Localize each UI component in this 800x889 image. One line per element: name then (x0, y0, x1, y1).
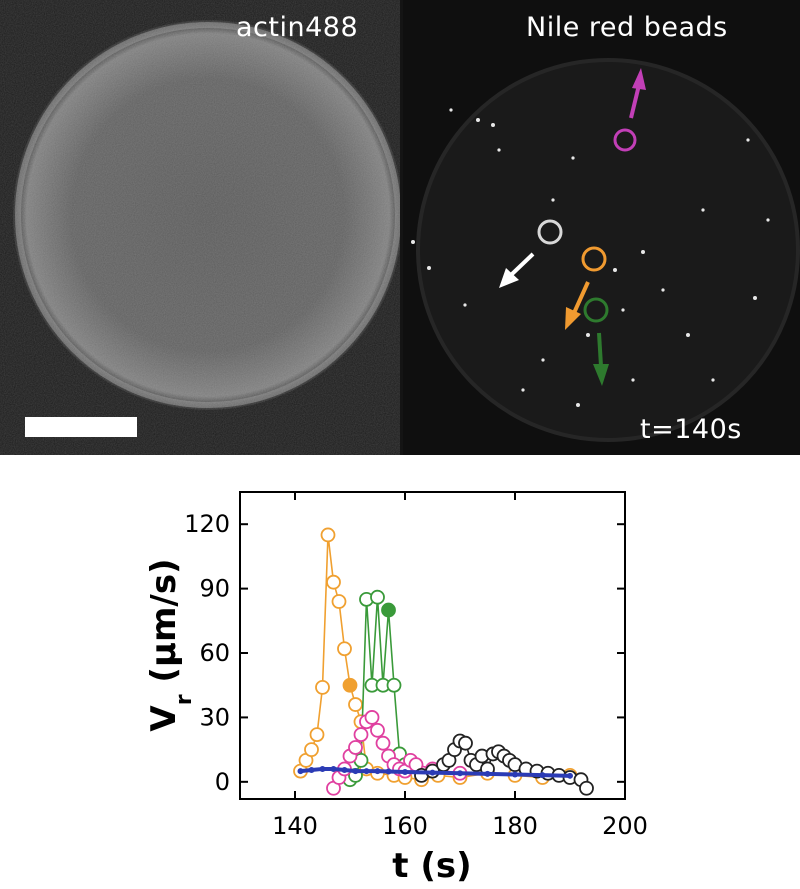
data-point (348, 740, 363, 755)
time-label: t=140s (640, 414, 742, 445)
data-point (309, 727, 325, 742)
scale-bar (25, 417, 137, 437)
data-point (374, 768, 381, 775)
x-axis-label: t (s) (392, 846, 471, 886)
x-axis-ticks: 140 160 180 200 (272, 492, 648, 840)
y-axis-subscript: r (172, 694, 197, 705)
data-point (364, 710, 380, 725)
data-point (579, 780, 594, 796)
data-point (320, 527, 336, 543)
data-point-filled (342, 677, 358, 693)
plot-frame (239, 491, 626, 800)
green-arrow-icon (583, 297, 609, 386)
data-point (308, 767, 315, 774)
data-point (337, 641, 352, 657)
x-tick-label: 200 (602, 812, 648, 840)
data-point (457, 770, 463, 777)
data-series (293, 527, 594, 796)
data-point (402, 768, 408, 775)
data-point (319, 765, 326, 772)
y-tick-label: 0 (215, 768, 230, 796)
series-line (300, 766, 571, 778)
data-point (363, 768, 370, 775)
data-point (304, 742, 319, 758)
x-tick-label: 180 (492, 812, 538, 840)
y-axis-unit: (µm/s) (144, 558, 184, 694)
data-point (484, 770, 491, 777)
y-axis-ticks: 0 30 60 90 120 (184, 510, 625, 796)
y-axis-symbol: V (144, 705, 184, 732)
actin-label: actin488 (236, 12, 359, 43)
data-point (331, 594, 347, 609)
velocity-chart: 140 160 180 200 0 30 60 90 120 t (s) Vr (µm/s) (144, 491, 648, 886)
orange-arrow-icon (565, 246, 607, 330)
data-point (385, 768, 392, 775)
cell-outline (416, 58, 800, 442)
x-tick-label: 160 (382, 812, 428, 840)
data-point (375, 735, 391, 751)
data-point (348, 697, 363, 712)
data-point (386, 677, 402, 693)
y-tick-label: 120 (184, 510, 230, 538)
svg-text:Vr (µm/s): Vr (µm/s) (144, 558, 197, 731)
y-tick-label: 60 (199, 639, 230, 667)
data-point (341, 767, 348, 774)
data-point-filled (381, 602, 396, 618)
micrograph-figure: actin488 (0, 0, 800, 455)
data-point (429, 769, 436, 776)
beads-micrograph-panel: Nile red beads t=140s (403, 0, 800, 455)
series-4 (297, 765, 573, 779)
white-arrow-icon (499, 219, 563, 288)
actin-micrograph-panel: actin488 (0, 0, 400, 455)
actin-image (0, 0, 400, 455)
data-point (315, 679, 330, 695)
data-point (326, 574, 341, 590)
data-point (539, 772, 546, 779)
bead-dots (411, 108, 770, 407)
image-noise (0, 0, 400, 455)
data-point (512, 771, 518, 778)
x-tick-label: 140 (272, 812, 318, 840)
series-1 (342, 589, 413, 788)
y-tick-label: 30 (199, 703, 230, 731)
data-point (330, 765, 337, 772)
data-point (567, 772, 573, 779)
y-tick-label: 90 (199, 575, 230, 603)
data-point (370, 589, 385, 605)
beads-label: Nile red beads (526, 12, 728, 43)
data-point (370, 722, 385, 738)
data-point (353, 727, 369, 742)
data-point (297, 768, 304, 775)
magenta-arrow-icon (613, 68, 646, 152)
y-axis-label: Vr (µm/s) (144, 558, 197, 731)
beads-image (411, 58, 800, 442)
data-point (352, 768, 359, 775)
data-point (458, 735, 473, 751)
